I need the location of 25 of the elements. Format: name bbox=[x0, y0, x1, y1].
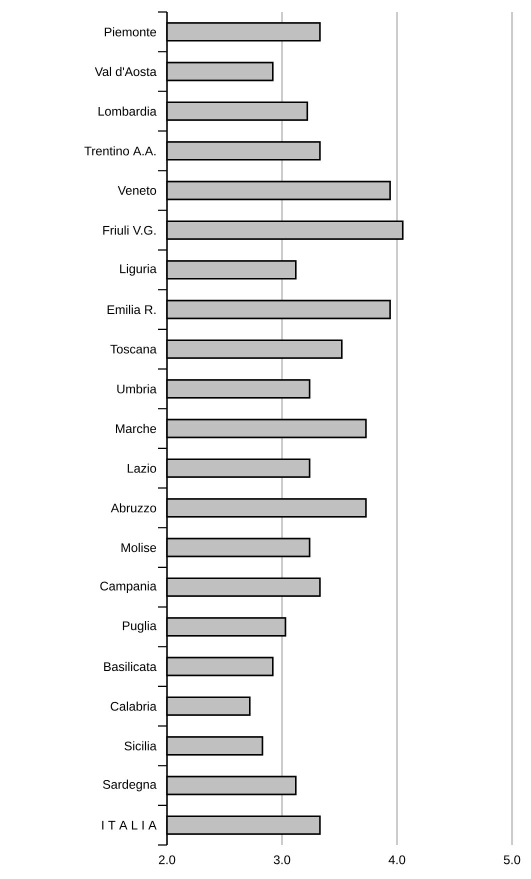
y-tick-label: Veneto bbox=[118, 186, 156, 195]
y-tick-label: I T A L I A bbox=[102, 820, 157, 830]
y-tick-label: Marche bbox=[116, 424, 156, 434]
y-tick-label: Emilia R. bbox=[108, 304, 156, 314]
y-tick-label: Lombardia bbox=[98, 106, 157, 116]
y-tick-label: Val d'Aosta bbox=[94, 66, 157, 76]
x-tick-label: 5.0 bbox=[504, 855, 520, 864]
y-tick-label: Calabria bbox=[110, 702, 157, 711]
y-tick-label: Friuli V.G. bbox=[103, 226, 156, 235]
y-tick-label: Trentino A.A. bbox=[84, 146, 156, 156]
y-tick-label: Lazio bbox=[128, 464, 156, 473]
x-tick-label: 4.0 bbox=[388, 855, 406, 864]
y-tick-label: Molise bbox=[122, 542, 156, 552]
y-tick-label: Puglia bbox=[122, 621, 157, 633]
y-tick-label: Sicilia bbox=[124, 741, 157, 750]
y-tick-label: Abruzzo bbox=[110, 503, 156, 512]
y-tick-label: Sardegna bbox=[102, 780, 157, 792]
y-tick-label: Umbria bbox=[117, 384, 157, 394]
y-tick-label: Basilicata bbox=[104, 662, 157, 672]
x-tick-label: 3.0 bbox=[274, 855, 290, 864]
y-tick-label: Piemonte bbox=[104, 27, 156, 36]
y-tick-label: Liguria bbox=[120, 264, 157, 276]
y-tick-label: Campania bbox=[100, 581, 157, 593]
x-tick-label: 2.0 bbox=[158, 855, 176, 864]
y-tick-label: Toscana bbox=[110, 344, 157, 354]
